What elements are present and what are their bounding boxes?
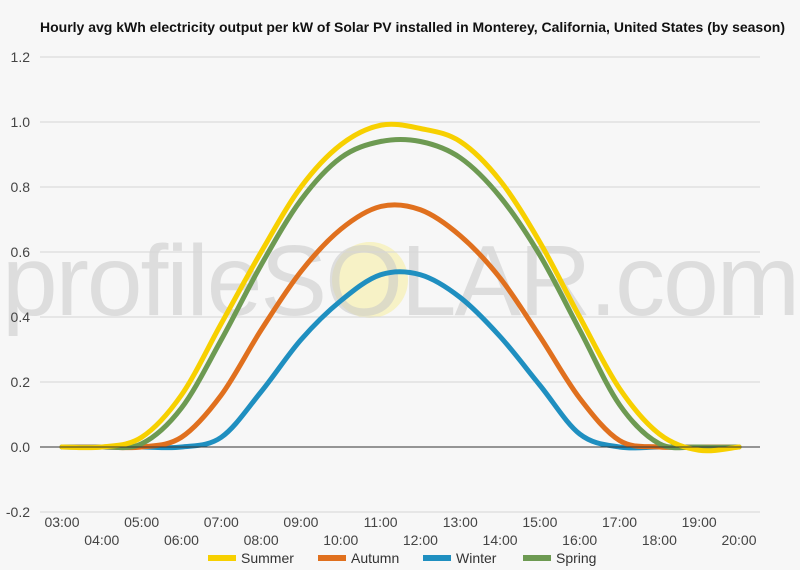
y-tick-label: 0.2: [11, 374, 31, 390]
legend-swatch: [208, 555, 236, 561]
x-tick-label: 15:00: [522, 514, 557, 530]
x-tick-label: 07:00: [204, 514, 239, 530]
y-tick-label: 0.6: [11, 244, 31, 260]
y-tick-label: 1.2: [11, 49, 31, 65]
legend-swatch: [523, 555, 551, 561]
watermark-text: profileSOLAR.com: [2, 225, 798, 337]
legend-item-winter: Winter: [423, 550, 497, 566]
y-tick-label: 0.8: [11, 179, 31, 195]
x-tick-label: 14:00: [483, 532, 518, 548]
x-tick-label: 19:00: [682, 514, 717, 530]
x-tick-label: 05:00: [124, 514, 159, 530]
y-tick-label: -0.2: [6, 504, 30, 520]
x-tick-label: 03:00: [44, 514, 79, 530]
series-line-autumn: [59, 202, 742, 451]
x-tick-label: 10:00: [323, 532, 358, 548]
y-tick-label: 1.0: [11, 114, 31, 130]
legend-swatch: [423, 555, 451, 561]
legend-swatch: [318, 555, 346, 561]
legend-label: Spring: [556, 550, 596, 566]
x-tick-label: 17:00: [602, 514, 637, 530]
x-tick-label: 11:00: [364, 514, 398, 530]
x-tick-label: 09:00: [283, 514, 318, 530]
x-tick-label: 13:00: [443, 514, 478, 530]
x-tick-label: 12:00: [403, 532, 438, 548]
x-tick-label: 08:00: [244, 532, 279, 548]
chart-title: Hourly avg kWh electricity output per kW…: [40, 19, 785, 35]
legend-label: Winter: [456, 550, 497, 566]
legend-label: Summer: [241, 550, 294, 566]
legend-item-spring: Spring: [523, 550, 596, 566]
x-tick-label: 04:00: [84, 532, 119, 548]
x-tick-label: 06:00: [164, 532, 199, 548]
legend-label: Autumn: [351, 550, 399, 566]
legend-item-autumn: Autumn: [318, 550, 399, 566]
x-tick-label: 18:00: [642, 532, 677, 548]
y-tick-label: 0.0: [11, 439, 31, 455]
x-tick-label: 16:00: [562, 532, 597, 548]
x-tick-label: 20:00: [721, 532, 756, 548]
legend-item-summer: Summer: [208, 550, 294, 566]
series-line-summer: [59, 121, 742, 454]
y-tick-label: 0.4: [11, 309, 31, 325]
series-line-spring: [59, 136, 742, 451]
